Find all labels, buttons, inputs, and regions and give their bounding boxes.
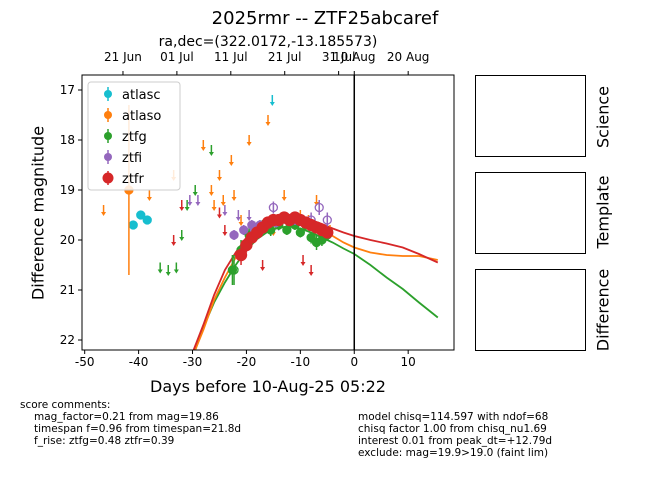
data-point	[295, 227, 305, 238]
top-tick-label: 01 Jul	[160, 50, 194, 64]
upper-limit-arrow	[200, 147, 206, 151]
axes-frame	[81, 74, 455, 351]
upper-limit-arrow	[187, 202, 193, 206]
upper-limit-arrow	[157, 269, 163, 274]
upper-limit-arrow	[179, 207, 185, 211]
data-point	[321, 226, 334, 239]
x-tick-label: 10	[401, 355, 416, 369]
x-tick-label: -20	[237, 355, 257, 369]
y-tick-label: 21	[60, 283, 75, 297]
legend-marker	[102, 172, 114, 184]
legend-marker	[104, 153, 112, 161]
y-tick-label: 17	[60, 83, 75, 97]
upper-limit-arrow	[281, 197, 287, 201]
legend-label: ztfr	[122, 172, 144, 187]
model-comment-line: interest 0.01 from peak_dt=+12.79d	[358, 435, 553, 447]
upper-limit-arrow	[228, 162, 234, 166]
template-image-panel	[475, 172, 586, 254]
upper-limit-arrow	[238, 222, 244, 226]
plot-area: -50 -40 -30 -20 -10 0 10 17 18 19 20 21 22 21 Jun 01 J…	[60, 50, 455, 369]
upper-limit-arrow	[269, 102, 275, 106]
upper-limit-arrow	[265, 122, 271, 126]
data-point	[239, 225, 249, 235]
upper-limit-arrow	[171, 242, 177, 246]
x-tick-label: -30	[183, 355, 203, 369]
y-tick-label: 22	[60, 333, 75, 347]
upper-limit-arrow	[308, 272, 314, 276]
data-point	[322, 215, 332, 225]
score-comments-header: score comments:	[20, 399, 111, 411]
data-point	[234, 248, 248, 262]
y-tick-label: 20	[60, 233, 75, 247]
upper-limit-arrow	[246, 142, 252, 146]
top-tick-label: 21 Jul	[268, 50, 302, 64]
upper-limit-arrow	[208, 192, 214, 196]
data-point	[282, 225, 292, 235]
legend-label: atlasc	[122, 88, 161, 103]
upper-limit-arrow	[300, 262, 306, 266]
data-point	[229, 230, 239, 240]
upper-limit-arrow	[101, 212, 107, 216]
chart-subtitle: ra,dec=(322.0172,-13.185573)	[158, 34, 378, 50]
upper-limit-arrow	[211, 207, 217, 211]
x-axis-label: Days before 10-Aug-25 05:22	[150, 377, 386, 396]
x-tick-label: 0	[350, 355, 358, 369]
upper-limit-arrow	[235, 217, 241, 221]
legend-box	[87, 81, 181, 191]
data-point	[142, 215, 152, 225]
upper-limit-arrow	[260, 267, 266, 271]
upper-limit-arrow	[179, 237, 185, 241]
score-comment-line: timespan f=0.96 from timespan=21.8d	[34, 423, 242, 435]
upper-limit-arrow	[208, 152, 214, 156]
upper-limit-arrow	[195, 202, 201, 206]
legend-label: ztfi	[122, 151, 142, 166]
top-tick-label: 11 Jul	[214, 50, 248, 64]
legend-label: ztfg	[122, 130, 147, 145]
score-comment-line: mag_factor=0.21 from mag=19.86	[34, 411, 219, 423]
data-point	[314, 202, 324, 213]
legend-marker	[104, 111, 112, 119]
difference-label: Difference	[593, 268, 613, 352]
upper-limit-arrow	[184, 207, 190, 211]
x-tick-label: -50	[75, 355, 95, 369]
x-tick-label: -40	[129, 355, 149, 369]
upper-limit-arrow	[231, 197, 237, 201]
plot-inner	[101, 75, 439, 350]
upper-limit-arrow	[146, 197, 152, 201]
model-comment-line: model chisq=114.597 with ndof=68	[358, 411, 549, 423]
x-tick-label: -10	[291, 355, 311, 369]
model-comment-line: exclude: mag=19.9>19.0 (faint lim)	[358, 447, 549, 459]
science-image-panel	[475, 75, 586, 157]
data-point	[128, 220, 138, 230]
y-tick-label: 18	[60, 133, 75, 147]
top-tick-label: 10 Aug	[333, 50, 376, 64]
upper-limit-arrow	[173, 269, 179, 274]
score-comment-line: f_rise: ztfg=0.48 ztfr=0.39	[34, 435, 175, 447]
y-tick-label: 19	[60, 183, 75, 197]
upper-limit-arrow	[216, 177, 222, 181]
top-tick-label: 31 Jul	[322, 50, 356, 64]
top-tick-label: 21 Jun	[104, 50, 142, 64]
data-point	[229, 265, 239, 275]
data-point	[136, 210, 146, 220]
difference-image-panel	[475, 269, 586, 351]
data-point	[268, 202, 279, 213]
model-comment-line: chisq factor 1.00 from chisq_nu1.69	[358, 423, 547, 435]
legend-label: atlaso	[122, 109, 161, 124]
y-axis-label: Difference magnitude	[28, 125, 48, 301]
upper-limit-arrow	[222, 212, 228, 216]
upper-limit-arrow	[192, 192, 198, 196]
science-label: Science	[593, 85, 613, 149]
upper-limit-arrow	[220, 202, 226, 206]
upper-limit-arrow	[246, 217, 252, 221]
legend-marker	[104, 132, 112, 140]
legend-marker	[104, 90, 112, 98]
upper-limit-arrow	[165, 272, 171, 276]
chart-title: 2025rmr -- ZTF25abcaref	[211, 8, 439, 29]
top-tick-label: 20 Aug	[387, 50, 430, 64]
upper-limit-arrow	[216, 214, 222, 219]
template-label: Template	[593, 175, 613, 249]
upper-limit-arrow	[222, 232, 228, 236]
